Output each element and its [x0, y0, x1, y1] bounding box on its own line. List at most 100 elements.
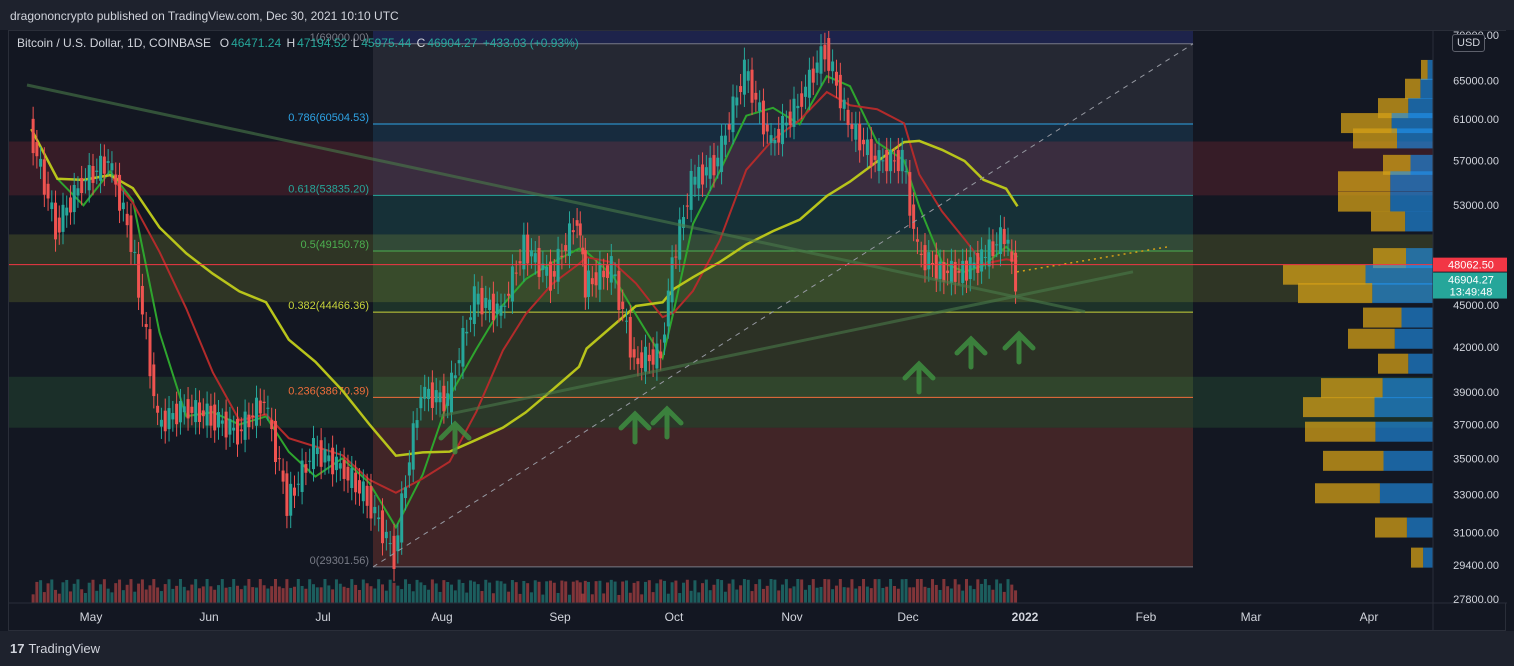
candle-body	[613, 274, 617, 277]
volume-bar	[346, 587, 350, 603]
volume-bar	[560, 580, 564, 603]
candle-body	[850, 124, 854, 129]
candle-body	[682, 217, 686, 228]
volume-bar	[106, 588, 110, 603]
volume-bar	[369, 586, 373, 603]
candle-body	[465, 331, 469, 334]
candle-body	[831, 61, 835, 72]
volume-bar	[114, 583, 118, 603]
volume-bar	[381, 584, 384, 603]
candle-body	[361, 481, 365, 502]
candle-body	[334, 456, 338, 471]
volume-bar	[609, 579, 613, 603]
volume-bar	[57, 593, 61, 603]
volume-bar	[461, 582, 465, 603]
candle-body	[35, 142, 39, 157]
price-chart[interactable]: 1(69000.00) 0.786(60504.53) 0.618(53835.20…	[9, 31, 1507, 632]
candle-body	[647, 354, 651, 362]
chart-frame[interactable]: 1(69000.00) 0.786(60504.53) 0.618(53835.20…	[8, 30, 1507, 632]
candle-body	[510, 266, 514, 302]
volume-bar	[564, 581, 568, 603]
volume-bar	[182, 586, 186, 603]
footer-bar: 17 TradingView	[0, 631, 1514, 666]
candle-body	[507, 293, 511, 296]
volume-bar	[224, 587, 228, 603]
price-label: 48062.50	[1448, 260, 1494, 272]
volume-bar	[892, 586, 896, 603]
volume-bar	[781, 584, 785, 603]
price-tick: 27800.00	[1453, 594, 1499, 606]
candle-body	[934, 254, 938, 280]
candle-body	[731, 96, 735, 133]
volume-bar	[411, 591, 415, 603]
candle-body	[110, 163, 114, 171]
volume-bar	[1010, 584, 1014, 603]
candle-body	[858, 123, 862, 151]
candle-body	[140, 285, 144, 315]
candle-body	[118, 174, 122, 211]
volume-profile-down	[1283, 264, 1366, 285]
candle-body	[912, 204, 916, 229]
volume-bar	[541, 594, 545, 603]
candle-body	[842, 99, 846, 109]
volume-bar	[384, 590, 388, 603]
volume-profile-down	[1363, 307, 1402, 328]
candle-body	[606, 265, 609, 278]
candle-body	[354, 472, 358, 493]
volume-bar	[35, 581, 39, 603]
upper-blue-zone	[373, 31, 1193, 44]
candle-body	[773, 139, 777, 144]
tradingview-logo[interactable]: 17 TradingView	[10, 641, 100, 656]
candle-body	[865, 139, 869, 156]
volume-profile-up	[1390, 171, 1433, 192]
candle-body	[946, 270, 950, 274]
volume-bar	[575, 580, 579, 603]
candle-body	[205, 403, 209, 426]
candle-body	[581, 247, 585, 255]
time-tick: Dec	[897, 610, 918, 624]
volume-bar	[201, 586, 205, 603]
fib-zone	[373, 397, 1193, 567]
volume-bar	[720, 580, 724, 603]
candle-body	[175, 403, 179, 425]
volume-bar	[377, 579, 381, 603]
candle-body	[194, 400, 198, 423]
candle-body	[644, 346, 647, 372]
open-value: 46471.24	[231, 36, 282, 50]
volume-bar	[858, 586, 862, 603]
volume-bar	[659, 579, 663, 603]
candle-body	[761, 100, 765, 135]
volume-bar	[689, 590, 693, 603]
volume-bar	[904, 579, 908, 603]
candle-body	[931, 262, 935, 265]
candle-body	[552, 271, 556, 277]
volume-profile-up	[1405, 211, 1433, 232]
candle-body	[640, 352, 644, 368]
symbol-label: Bitcoin / U.S. Dollar, 1D, COINBASE	[17, 36, 212, 50]
volume-bar	[701, 583, 705, 603]
volume-bar	[581, 593, 585, 603]
candle-body	[407, 462, 411, 476]
candle-body	[609, 256, 613, 283]
candle-body	[499, 305, 503, 316]
close-label: C	[416, 36, 426, 50]
volume-bar	[953, 579, 957, 603]
volume-bar	[792, 586, 796, 603]
candle-body	[144, 324, 148, 328]
price-tick: 53000.00	[1453, 200, 1499, 212]
volume-bar	[323, 579, 327, 603]
volume-profile-up	[1397, 128, 1433, 149]
candle-body	[197, 402, 201, 422]
volume-bar	[998, 583, 1002, 603]
candle-body	[304, 464, 308, 473]
candle-body	[823, 44, 827, 60]
candle-body	[461, 327, 465, 367]
price-axis	[1433, 31, 1507, 603]
candle-body	[746, 71, 750, 81]
time-tick: 2022	[1012, 610, 1039, 624]
candle-body	[723, 135, 727, 145]
volume-bar	[87, 582, 91, 603]
currency-button[interactable]: USD	[1452, 34, 1486, 52]
candle-body	[727, 124, 731, 130]
candle-body	[518, 261, 522, 264]
